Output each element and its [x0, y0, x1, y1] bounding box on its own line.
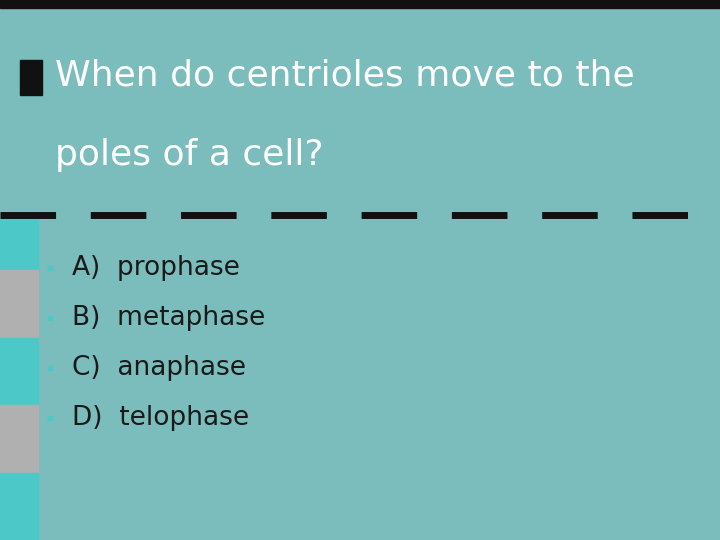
Bar: [0, 270, 38, 338]
Bar: [0, 8, 720, 215]
Bar: [0, 338, 38, 405]
Bar: [0, 472, 38, 540]
Bar: [20, 60, 42, 95]
Bar: [0, 405, 38, 472]
Text: C)  anaphase: C) anaphase: [72, 355, 246, 381]
Bar: [0, 0, 720, 8]
Bar: [0, 68, 38, 135]
Bar: [0, 135, 38, 202]
Text: D)  telophase: D) telophase: [72, 405, 249, 431]
Bar: [0, 0, 38, 68]
Text: When do centrioles move to the: When do centrioles move to the: [55, 58, 634, 92]
Text: A)  prophase: A) prophase: [72, 255, 240, 281]
Text: poles of a cell?: poles of a cell?: [55, 138, 323, 172]
Bar: [0, 202, 38, 270]
Text: B)  metaphase: B) metaphase: [72, 305, 265, 331]
